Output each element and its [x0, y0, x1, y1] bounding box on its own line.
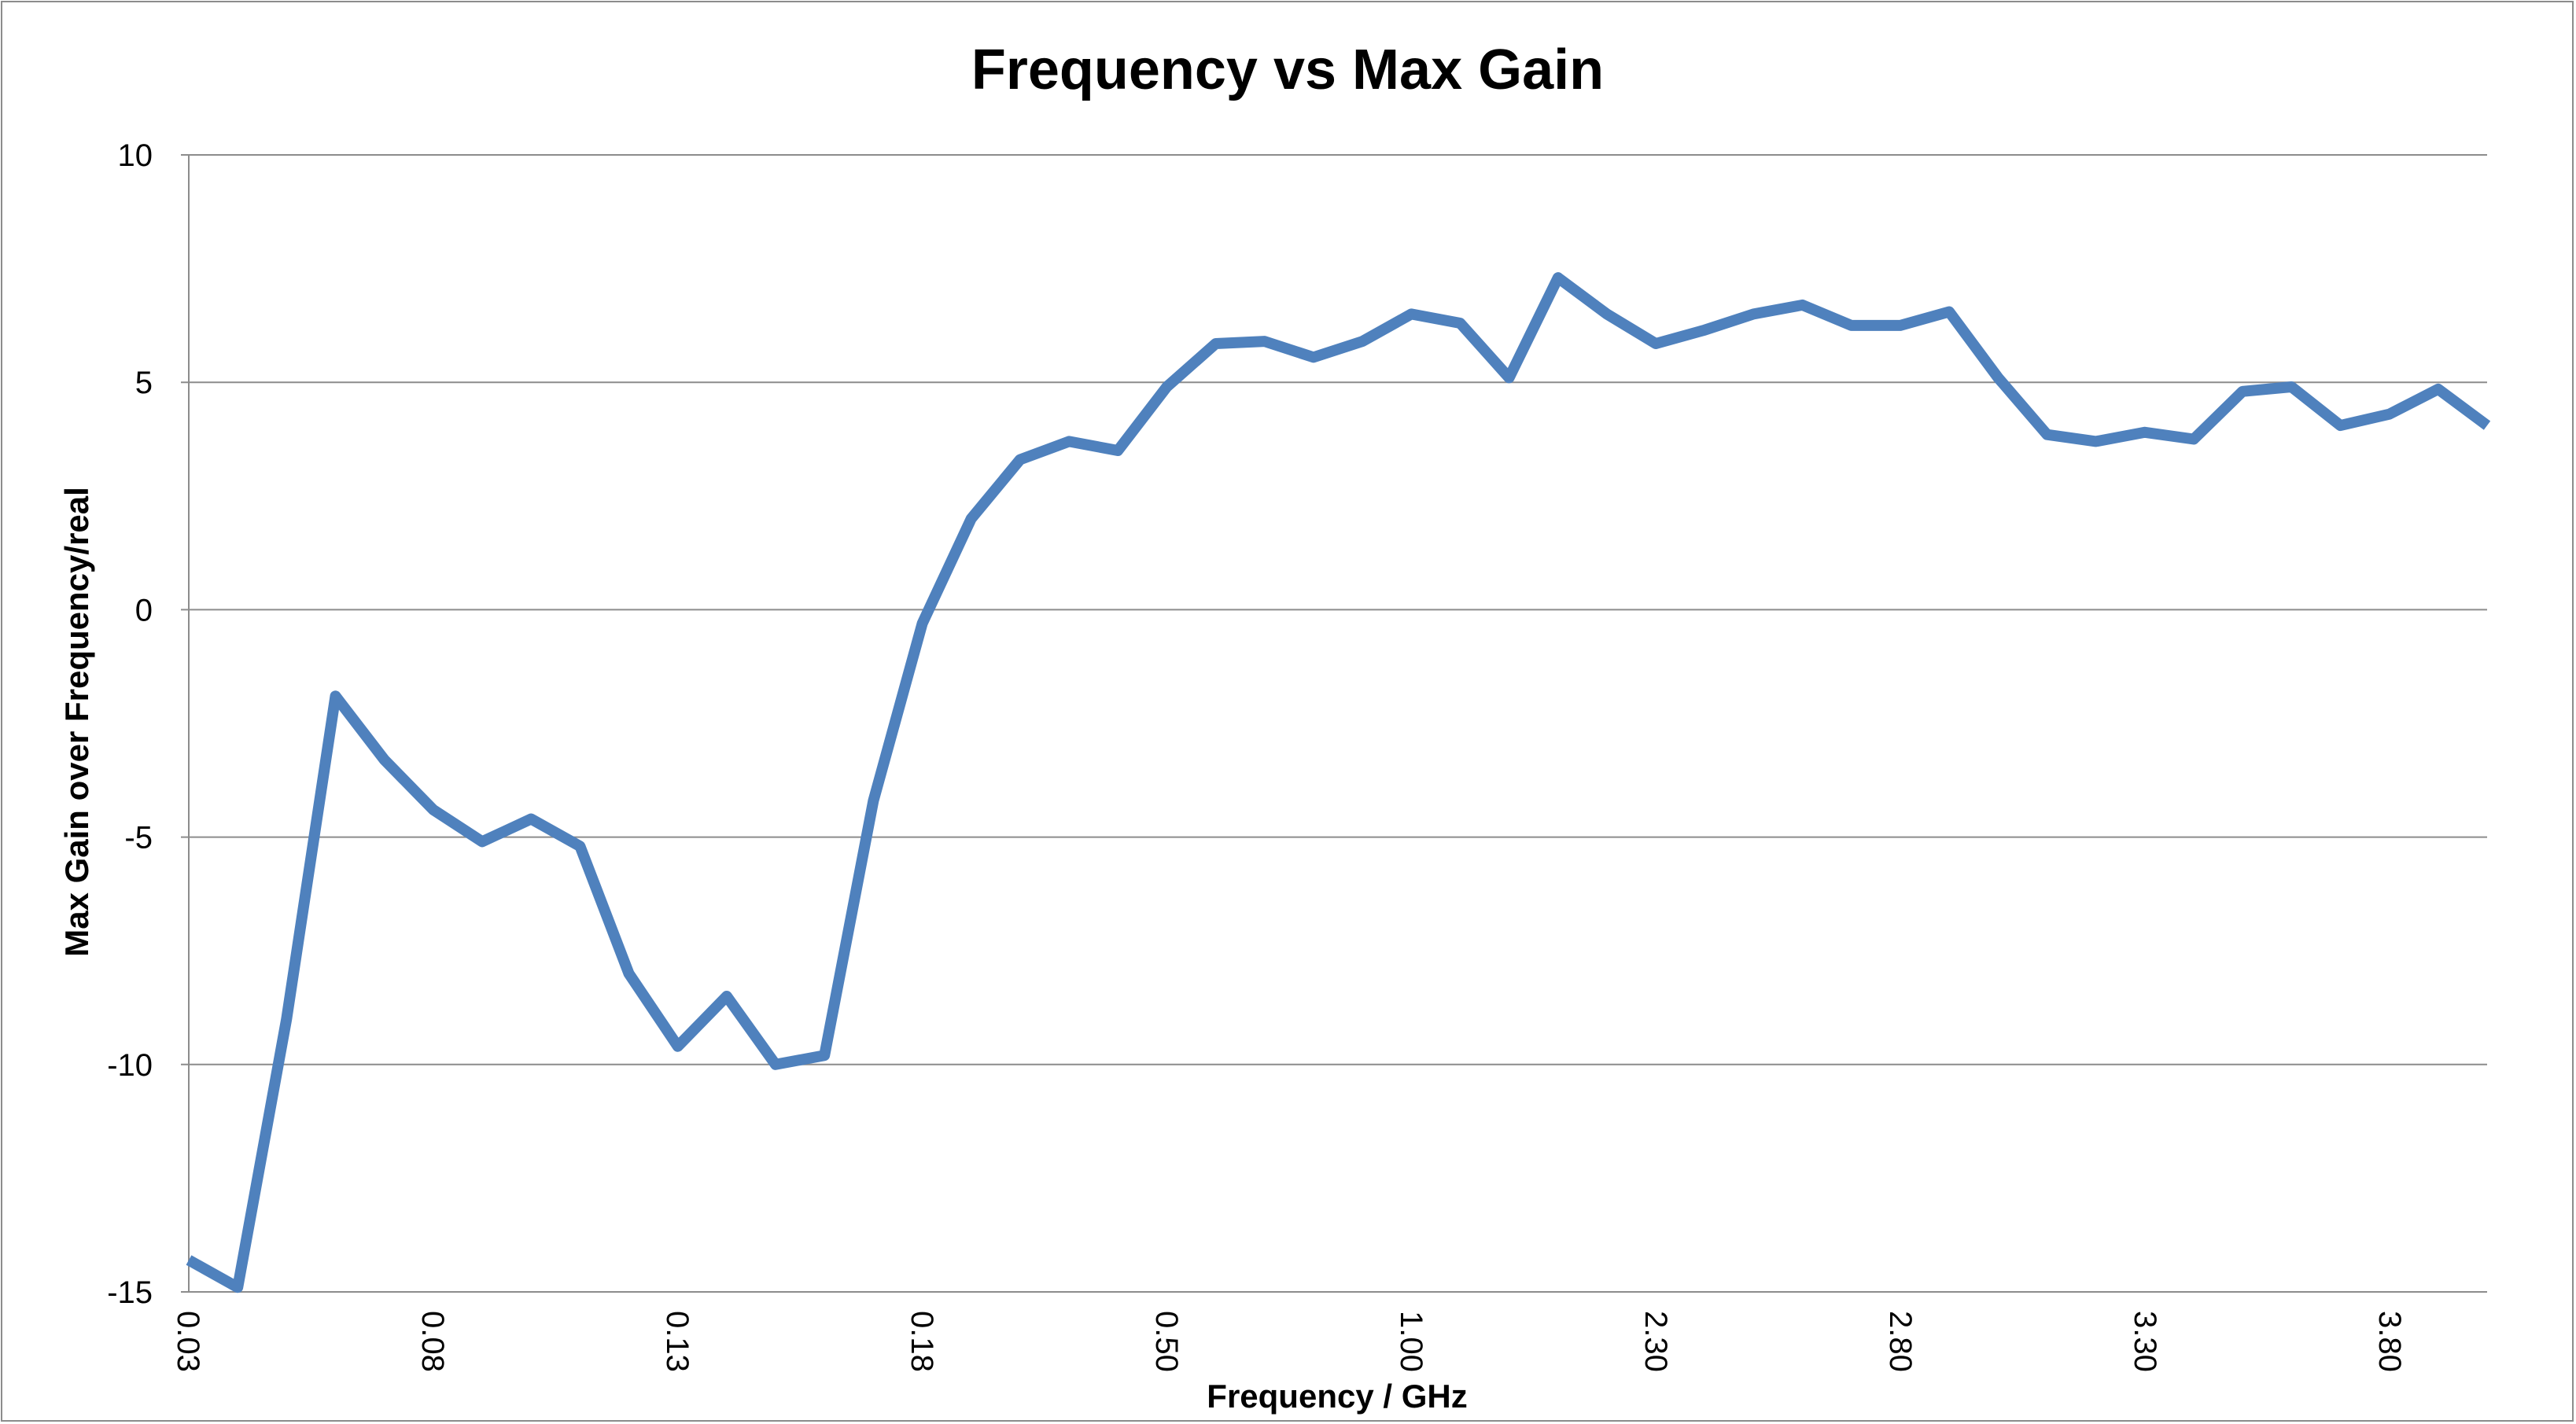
grid-lines	[181, 154, 2487, 1293]
x-tick-label: 2.80	[1883, 1311, 1918, 1372]
x-tick-label: 0.50	[1149, 1311, 1184, 1372]
x-tick-label: 0.18	[905, 1311, 939, 1372]
y-tick-label: 10	[118, 138, 153, 173]
y-tick-label: -15	[107, 1275, 153, 1310]
series-line-0	[186, 272, 2491, 1293]
x-tick-label: 0.13	[660, 1311, 695, 1372]
x-axis-title: Frequency / GHz	[1207, 1378, 1467, 1415]
x-tick-label: 0.08	[415, 1311, 450, 1372]
x-tick-label: 2.30	[1638, 1311, 1673, 1372]
x-tick-label: 0.03	[171, 1311, 205, 1372]
x-tick-label: 1.00	[1394, 1311, 1428, 1372]
y-tick-label: 0	[135, 593, 153, 627]
y-axis-title: Max Gain over Frequency/real	[58, 487, 95, 957]
x-tick-label: 3.80	[2372, 1311, 2407, 1372]
y-tick-label: -5	[124, 821, 153, 856]
chart-title: Frequency vs Max Gain	[971, 39, 1604, 101]
series-layer	[186, 272, 2491, 1293]
y-axis-tick-labels: 10 5 0 -5 -10 -15	[107, 138, 153, 1310]
x-axis-tick-labels: 0.03 0.08 0.13 0.18 0.50 1.00 2.30 2.80 3.30 3.80	[171, 1311, 2407, 1372]
x-tick-label: 3.30	[2128, 1311, 2162, 1372]
y-tick-label: 5	[135, 366, 153, 400]
y-tick-label: -10	[107, 1048, 153, 1083]
